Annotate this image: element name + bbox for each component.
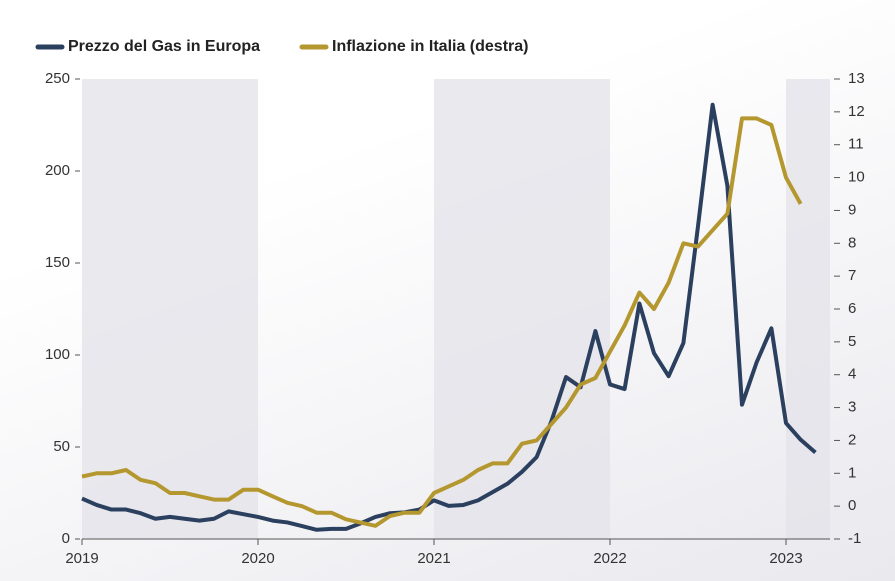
x-tick-label: 2023 [769,550,802,567]
y2-tick-label: 10 [848,169,865,186]
y-tick-label: 250 [45,70,70,87]
y2-tick-label: -1 [848,530,861,547]
y2-tick-label: 5 [848,333,856,350]
y-tick-label: 200 [45,162,70,179]
y2-tick-label: 2 [848,431,856,448]
legend-label: Inflazione in Italia (destra) [332,38,528,55]
y2-tick-label: 3 [848,399,856,416]
x-tick-label: 2020 [241,550,274,567]
y-tick-label: 50 [53,438,70,455]
y2-tick-label: 0 [848,497,856,514]
y-tick-label: 100 [45,346,70,363]
year-band [82,79,258,539]
y2-tick-label: 9 [848,201,856,218]
y2-tick-label: 8 [848,234,856,251]
series-line [81,116,803,528]
series-line [81,102,817,532]
y2-tick-label: 13 [848,70,865,87]
legend-label: Prezzo del Gas in Europa [68,38,260,55]
y-tick-label: 0 [62,530,70,547]
y2-tick-label: 12 [848,103,865,120]
y2-tick-label: 1 [848,464,856,481]
year-band [434,79,610,539]
x-tick-label: 2019 [65,550,98,567]
x-tick-label: 2022 [593,550,626,567]
y2-tick-label: 4 [848,366,856,383]
y2-tick-label: 11 [848,136,864,153]
year-band [786,79,830,539]
y-tick-label: 150 [45,254,70,271]
y2-tick-label: 7 [848,267,856,284]
y2-tick-label: 6 [848,300,856,317]
x-tick-label: 2021 [417,550,450,567]
